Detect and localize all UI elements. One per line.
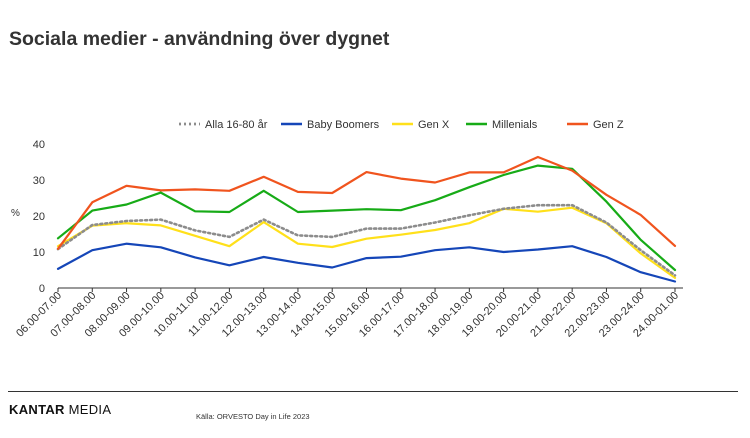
y-tick-label: 30 bbox=[33, 175, 45, 187]
x-axis: 06.00-07.0007.00-08.0008.00-09.0009.00-1… bbox=[14, 287, 683, 340]
y-axis-label: % bbox=[11, 208, 20, 219]
series-line-gen-x bbox=[56, 206, 677, 279]
brand-logo-part1: KANTAR bbox=[9, 402, 65, 417]
legend-label: Gen Z bbox=[593, 119, 624, 131]
page-title: Sociala medier - användning över dygnet bbox=[9, 28, 390, 50]
chart-series bbox=[56, 155, 677, 283]
y-tick-label: 40 bbox=[33, 139, 45, 151]
legend-label: Alla 16-80 år bbox=[205, 119, 268, 131]
chart-legend: Alla 16-80 år Baby Boomers Gen X Millenials… bbox=[179, 119, 624, 131]
series-line-gen-z bbox=[56, 155, 677, 250]
brand-logo-part2: MEDIA bbox=[68, 402, 112, 417]
y-axis: 0 10 20 30 40% bbox=[11, 139, 45, 295]
source-note: Källa: ORVESTO Day in Life 2023 bbox=[196, 412, 310, 421]
brand-logo: KANTAR MEDIA bbox=[9, 402, 111, 417]
series-line-baby-boomers bbox=[56, 242, 677, 283]
y-tick-label: 0 bbox=[39, 283, 45, 295]
series-line-millenials bbox=[56, 164, 677, 272]
legend-label: Gen X bbox=[418, 119, 450, 131]
footer-divider bbox=[8, 391, 738, 392]
y-tick-label: 20 bbox=[33, 211, 45, 223]
y-tick-label: 10 bbox=[33, 247, 45, 259]
legend-label: Baby Boomers bbox=[307, 119, 380, 131]
series-line-alla-16-80-r bbox=[56, 203, 677, 277]
legend-label: Millenials bbox=[492, 119, 538, 131]
